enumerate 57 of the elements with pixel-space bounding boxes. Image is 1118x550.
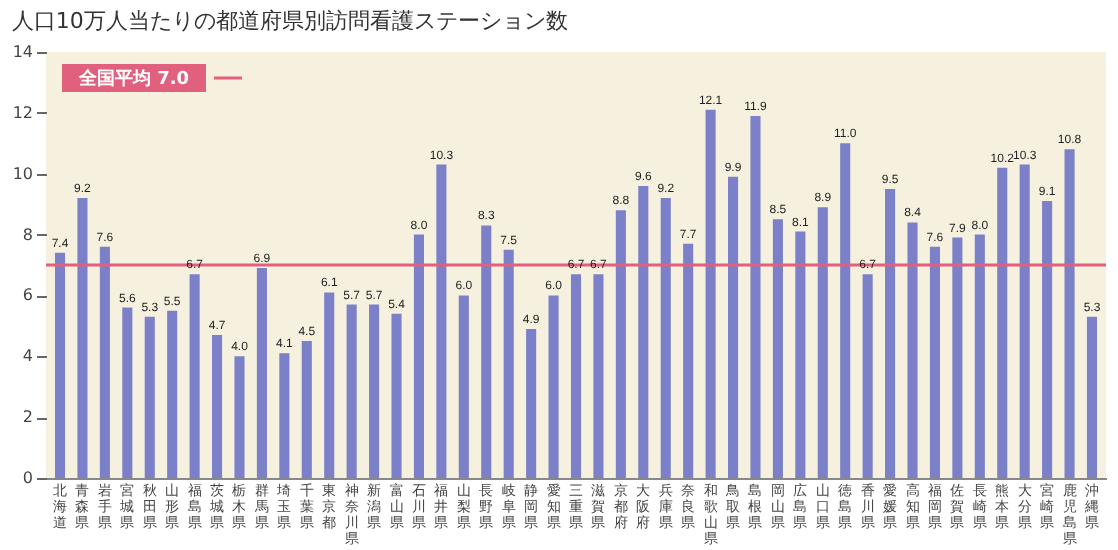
bar [77,198,88,478]
y-tick-label: 8 [22,225,33,244]
bar [974,234,985,478]
bar [929,246,940,478]
bar [727,176,739,478]
bar [99,246,110,478]
bar [391,313,402,478]
bar [279,353,290,478]
bar [772,219,783,478]
bar [997,167,1008,478]
y-tick-label: 12 [12,103,33,122]
bar [593,274,604,478]
bar [458,295,469,478]
bar [1086,316,1098,478]
bar [301,341,312,478]
bar [369,304,380,478]
y-tick-label: 2 [22,408,33,427]
bar [907,222,918,478]
bar [144,316,155,478]
y-tick-label: 14 [12,43,33,61]
bar [1042,201,1053,478]
chart-title: 人口10万人当たりの都道府県別訪問看護ステーション数 [11,8,568,34]
bar [570,274,582,478]
bar [840,143,851,478]
y-tick-label: 4 [22,347,33,366]
bar [234,356,245,478]
bar [526,328,537,478]
y-tick-label: 10 [12,164,33,183]
bar [436,164,447,478]
bar [615,210,626,478]
bar [122,307,133,478]
bar [683,243,694,478]
bar [817,207,828,478]
bar [548,295,559,478]
bar [167,310,178,478]
bar [1019,164,1030,478]
legend-label: 全国平均 7.0 [76,68,190,90]
bar [189,274,200,478]
bar [952,237,963,478]
bar [256,268,267,478]
bar [705,109,716,478]
bar [212,334,223,478]
bar [660,198,671,478]
bar [346,304,357,478]
y-tick-label: 6 [22,286,33,305]
bar [54,252,66,478]
bar [885,188,896,478]
bar [795,231,806,478]
bar [481,225,492,478]
y-tick-label: 0 [22,469,33,487]
bar [862,274,873,478]
bar [750,115,761,478]
bar [324,292,335,478]
bar [638,185,649,478]
bar [1064,149,1075,478]
bar [413,234,425,478]
bar [503,249,514,478]
